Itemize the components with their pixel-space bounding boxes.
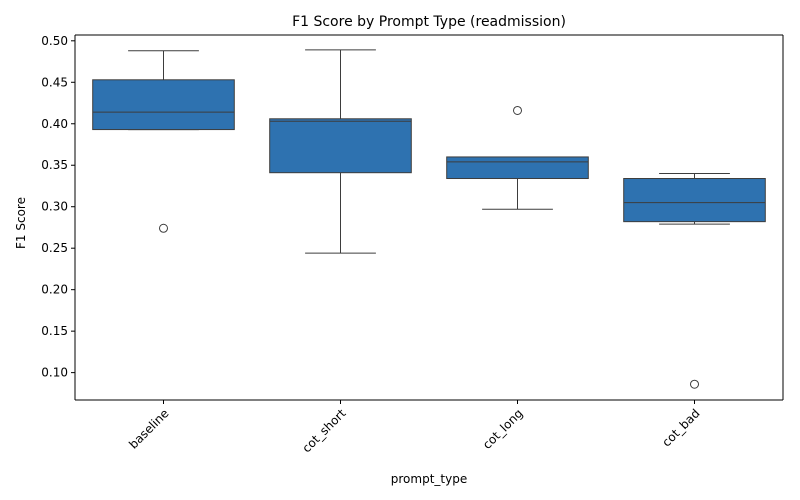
y-tick-label: 0.50 [41, 34, 68, 48]
iqr-box [623, 178, 766, 223]
plot-area [92, 49, 766, 389]
x-axis-label: prompt_type [391, 472, 467, 486]
iqr-box [269, 118, 412, 174]
x-tick-label-cot_bad: cot_bad [659, 406, 702, 449]
y-tick-label: 0.15 [41, 324, 68, 338]
x-tick-label-cot_long: cot_long [480, 406, 526, 452]
y-tick-label: 0.40 [41, 117, 68, 131]
y-tick-label: 0.25 [41, 241, 68, 255]
iqr-box [446, 156, 589, 180]
chart-title: F1 Score by Prompt Type (readmission) [292, 14, 566, 30]
outlier-point [690, 379, 699, 389]
box-cot_bad [623, 173, 766, 389]
box-baseline [92, 50, 235, 233]
y-axis: 0.10 0.15 0.20 0.25 0.30 0.35 0.40 0.45 0.50 [41, 34, 784, 400]
outlier-point [159, 223, 168, 233]
x-tick-label-baseline: baseline [126, 406, 171, 451]
box-cot_short [269, 49, 412, 254]
y-tick-label: 0.30 [41, 200, 68, 214]
iqr-box [92, 79, 235, 131]
box-cot_long [446, 105, 589, 210]
y-tick-label: 0.45 [41, 75, 68, 89]
outlier-point [513, 105, 522, 115]
y-tick-label: 0.10 [41, 366, 68, 380]
x-tick-label-cot_short: cot_short [299, 406, 348, 455]
y-tick-label: 0.35 [41, 158, 68, 172]
y-axis-label: F1 Score [14, 197, 28, 249]
y-tick-label: 0.20 [41, 283, 68, 297]
